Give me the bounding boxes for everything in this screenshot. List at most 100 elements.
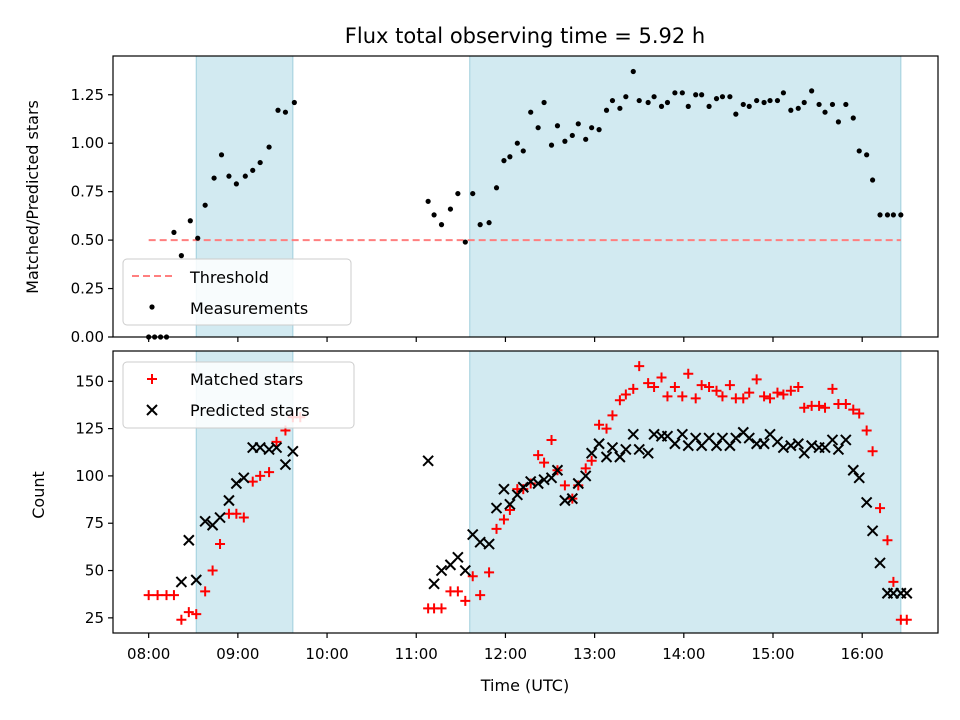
data-point [230,477,243,490]
data-point [793,381,804,392]
data-point [175,576,188,588]
data-point [643,378,654,389]
legend-label: Predicted stars [190,401,310,420]
legend: Threshold Measurements [122,258,352,326]
data-point [200,586,211,597]
data-point [799,402,810,413]
data-point [438,222,445,228]
x-tick-label: 09:00 [216,645,259,663]
data-point [740,101,746,108]
data-point [504,498,516,511]
data-point [874,557,886,569]
data-point [238,512,249,523]
legend-label: Measurements [190,299,308,318]
data-point [287,445,299,458]
axes-frame [112,350,939,634]
data-point [614,395,625,406]
data-point [901,587,913,599]
data-point [596,127,602,133]
series-predicted-stars [175,426,913,599]
data-point [772,387,783,398]
data-point [649,381,660,392]
data-point [589,125,595,131]
axes-frame [112,55,939,338]
y-tick-label: 150 [75,372,104,390]
y-tick-label: 50 [85,562,104,580]
data-point [484,567,495,578]
data-point [551,464,564,476]
data-point [211,175,217,181]
data-point [758,438,770,450]
data-point [214,511,226,524]
data-point [511,489,524,501]
data-point [254,441,266,454]
data-point [727,94,733,100]
data-point [627,428,639,440]
data-point [730,432,742,444]
x-tick-label: 15:00 [751,645,794,663]
data-point [676,428,689,440]
data-point [541,99,547,106]
data-point [875,503,886,514]
x-tick-label: 12:00 [484,645,527,663]
data-point [617,105,623,111]
data-point [545,472,558,484]
y-tick-label: 100 [75,467,104,485]
data-point [282,109,289,115]
data-point [242,173,248,179]
data-point [840,398,851,409]
data-point [746,103,752,109]
data-point [693,92,699,98]
data-point [490,502,503,514]
y-tick-label: 125 [75,420,104,438]
data-point [168,590,179,601]
data-point [467,571,478,582]
data-point [623,94,629,100]
data-point [247,476,258,487]
data-point [761,99,767,106]
y-tick-label: 0.00 [71,328,104,346]
data-point [152,590,163,601]
data-point [856,148,862,154]
data-point [264,467,275,478]
data-point [143,590,154,601]
data-point [562,138,568,144]
data-point [853,472,865,484]
data-point [645,99,651,106]
data-point [554,123,561,129]
data-point [518,484,529,495]
data-point [559,480,570,491]
data-point [759,391,770,402]
data-point [460,595,471,606]
data-point [250,167,256,173]
data-point [658,103,665,109]
data-point [271,436,282,447]
data-point [767,97,773,104]
data-point [689,432,702,444]
data-point [669,381,680,392]
shaded-interval [469,350,902,634]
data-point [183,534,195,546]
data-point [780,90,787,96]
data-point [634,361,645,372]
data-point [690,393,701,404]
data-point [586,455,597,466]
data-point [291,99,297,106]
data-point [850,115,856,121]
data-point [861,425,872,436]
data-point [459,564,472,577]
data-point [507,154,513,160]
data-point [491,523,502,534]
data-point [498,483,510,495]
data-point [199,515,211,528]
data-point [816,101,822,108]
data-point [754,97,760,104]
x-tick-label: 10:00 [305,645,348,663]
data-point [266,144,272,150]
data-point [183,607,194,618]
data-point [532,477,544,490]
legend-box [122,258,352,326]
data-point [633,443,645,456]
data-point [696,380,707,391]
data-point [826,434,839,446]
